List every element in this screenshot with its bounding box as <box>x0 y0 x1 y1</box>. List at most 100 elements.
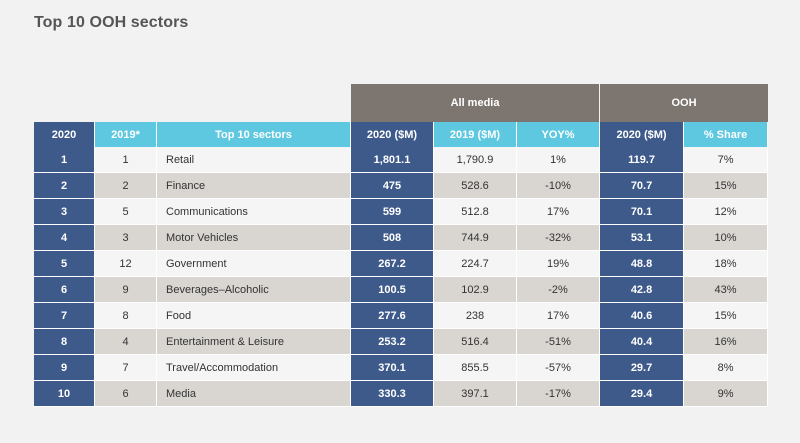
cell-ooh-share: 15% <box>684 173 769 199</box>
cell-ooh-2020: 119.7 <box>600 147 685 173</box>
cell-all-media-2019: 512.8 <box>434 199 517 225</box>
cell-all-media-2020: 330.3 <box>351 381 434 407</box>
cell-sector: Motor Vehicles <box>157 225 351 251</box>
cell-yoy: -10% <box>517 173 601 199</box>
cell-all-media-2020: 277.6 <box>351 303 434 329</box>
cell-all-media-2020: 100.5 <box>351 277 434 303</box>
cell-sector: Media <box>157 381 351 407</box>
group-ooh: OOH <box>600 84 769 122</box>
cell-all-media-2020: 599 <box>351 199 434 225</box>
cell-ooh-share: 18% <box>684 251 769 277</box>
cell-all-media-2019: 102.9 <box>434 277 517 303</box>
col-header-all-2020: 2020 ($M) <box>351 122 434 147</box>
col-header-2020-rank: 2020 <box>34 122 95 147</box>
table-row: 9 7 Travel/Accommodation 370.1 855.5 -57% 29.7… <box>34 355 769 381</box>
cell-rank-2019: 7 <box>95 355 157 381</box>
table-row: 4 3 Motor Vehicles 508 744.9 -32% 53.1 10% <box>34 225 769 251</box>
cell-all-media-2020: 253.2 <box>351 329 434 355</box>
column-header-row: 2020 2019* Top 10 sectors 2020 ($M) 2019… <box>34 122 769 147</box>
cell-all-media-2019: 238 <box>434 303 517 329</box>
cell-rank-2019: 8 <box>95 303 157 329</box>
cell-rank-2019: 2 <box>95 173 157 199</box>
cell-rank-2020: 4 <box>34 225 95 251</box>
cell-rank-2020: 3 <box>34 199 95 225</box>
cell-rank-2020: 7 <box>34 303 95 329</box>
cell-ooh-share: 43% <box>684 277 769 303</box>
cell-yoy: 1% <box>517 147 601 173</box>
cell-yoy: -51% <box>517 329 601 355</box>
cell-rank-2019: 12 <box>95 251 157 277</box>
cell-ooh-2020: 29.4 <box>600 381 685 407</box>
cell-ooh-2020: 48.8 <box>600 251 685 277</box>
cell-sector: Beverages–Alcoholic <box>157 277 351 303</box>
cell-rank-2019: 5 <box>95 199 157 225</box>
cell-rank-2020: 10 <box>34 381 95 407</box>
cell-rank-2020: 8 <box>34 329 95 355</box>
cell-ooh-share: 7% <box>684 147 769 173</box>
col-header-sector: Top 10 sectors <box>157 122 351 147</box>
cell-all-media-2020: 1,801.1 <box>351 147 434 173</box>
cell-all-media-2020: 267.2 <box>351 251 434 277</box>
cell-sector: Retail <box>157 147 351 173</box>
cell-rank-2019: 9 <box>95 277 157 303</box>
cell-ooh-share: 15% <box>684 303 769 329</box>
cell-all-media-2020: 508 <box>351 225 434 251</box>
table-row: 6 9 Beverages–Alcoholic 100.5 102.9 -2% 42.8 43… <box>34 277 769 303</box>
cell-yoy: 19% <box>517 251 601 277</box>
col-header-all-2019: 2019 ($M) <box>434 122 517 147</box>
table-row: 10 6 Media 330.3 397.1 -17% 29.4 9% <box>34 381 769 407</box>
cell-sector: Communications <box>157 199 351 225</box>
col-header-2019-rank: 2019* <box>95 122 157 147</box>
cell-yoy: 17% <box>517 199 601 225</box>
cell-ooh-share: 16% <box>684 329 769 355</box>
col-header-share: % Share <box>684 122 769 147</box>
page-title: Top 10 OOH sectors <box>34 14 189 31</box>
group-all-media: All media <box>351 84 601 122</box>
cell-rank-2020: 6 <box>34 277 95 303</box>
cell-ooh-2020: 40.6 <box>600 303 685 329</box>
table-row: 8 4 Entertainment & Leisure 253.2 516.4 -51% 4… <box>34 329 769 355</box>
cell-rank-2020: 9 <box>34 355 95 381</box>
cell-yoy: -17% <box>517 381 601 407</box>
cell-rank-2019: 1 <box>95 147 157 173</box>
cell-sector: Food <box>157 303 351 329</box>
cell-sector: Travel/Accommodation <box>157 355 351 381</box>
cell-sector: Government <box>157 251 351 277</box>
cell-rank-2020: 2 <box>34 173 95 199</box>
cell-ooh-share: 9% <box>684 381 769 407</box>
group-header-row: All media OOH <box>34 84 769 122</box>
cell-ooh-share: 10% <box>684 225 769 251</box>
cell-rank-2019: 4 <box>95 329 157 355</box>
cell-all-media-2019: 397.1 <box>434 381 517 407</box>
cell-ooh-share: 8% <box>684 355 769 381</box>
cell-rank-2020: 5 <box>34 251 95 277</box>
cell-sector: Entertainment & Leisure <box>157 329 351 355</box>
cell-ooh-2020: 40.4 <box>600 329 685 355</box>
col-header-yoy: YOY% <box>517 122 601 147</box>
cell-sector: Finance <box>157 173 351 199</box>
cell-yoy: 17% <box>517 303 601 329</box>
cell-all-media-2019: 855.5 <box>434 355 517 381</box>
table-row: 2 2 Finance 475 528.6 -10% 70.7 15% <box>34 173 769 199</box>
group-spacer <box>34 84 351 122</box>
cell-rank-2019: 3 <box>95 225 157 251</box>
table-row: 3 5 Communications 599 512.8 17% 70.1 12% <box>34 199 769 225</box>
cell-ooh-2020: 70.1 <box>600 199 685 225</box>
cell-all-media-2020: 370.1 <box>351 355 434 381</box>
cell-rank-2019: 6 <box>95 381 157 407</box>
table-body: 1 1 Retail 1,801.1 1,790.9 1% 119.7 7% 2 2 Finance… <box>34 147 769 407</box>
table-row: 5 12 Government 267.2 224.7 19% 48.8 18% <box>34 251 769 277</box>
cell-all-media-2020: 475 <box>351 173 434 199</box>
cell-yoy: -57% <box>517 355 601 381</box>
cell-ooh-share: 12% <box>684 199 769 225</box>
cell-all-media-2019: 516.4 <box>434 329 517 355</box>
cell-all-media-2019: 224.7 <box>434 251 517 277</box>
table-row: 7 8 Food 277.6 238 17% 40.6 15% <box>34 303 769 329</box>
sectors-table: All media OOH 2020 2019* Top 10 sectors … <box>34 84 769 407</box>
cell-ooh-2020: 53.1 <box>600 225 685 251</box>
col-header-ooh-2020: 2020 ($M) <box>600 122 685 147</box>
cell-all-media-2019: 744.9 <box>434 225 517 251</box>
cell-yoy: -32% <box>517 225 601 251</box>
cell-ooh-2020: 29.7 <box>600 355 685 381</box>
cell-all-media-2019: 1,790.9 <box>434 147 517 173</box>
